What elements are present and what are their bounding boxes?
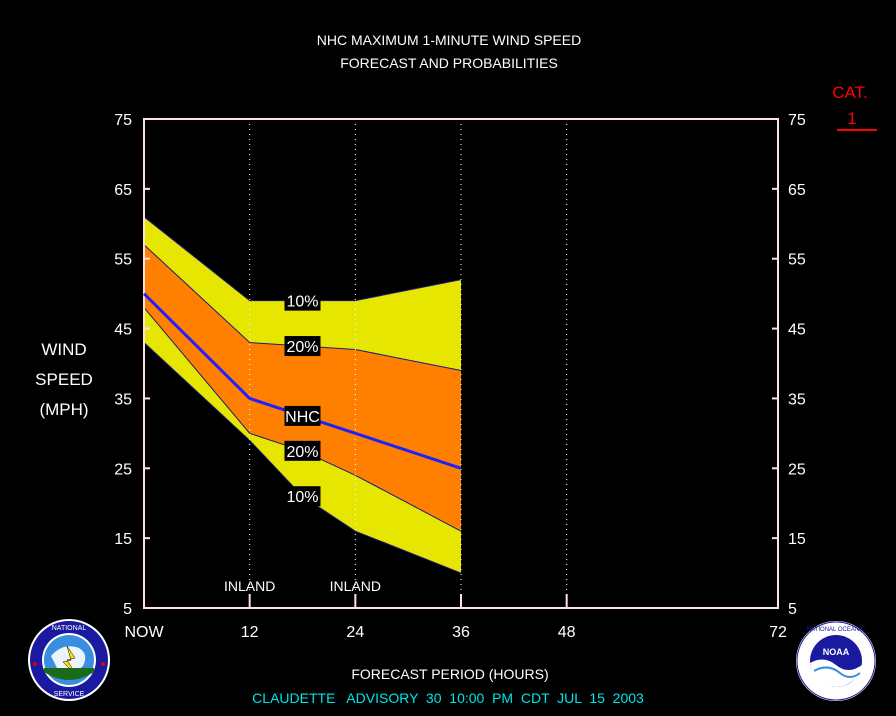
series-label: 20% <box>286 444 318 461</box>
series-label: 10% <box>286 294 318 311</box>
series-label: 20% <box>286 339 318 356</box>
y-tick-label-left: 55 <box>114 252 132 269</box>
y-tick-label-left: 65 <box>114 182 132 199</box>
y-tick-label-right: 15 <box>788 531 806 548</box>
series-label-box <box>284 440 321 461</box>
category-value: 1 <box>847 109 856 128</box>
series-label-box <box>284 405 321 426</box>
series-label: 10% <box>286 489 318 506</box>
y-tick-label-right: 5 <box>788 601 797 618</box>
inland-annotation: INLAND <box>330 578 381 594</box>
svg-text:NATIONAL: NATIONAL <box>52 625 87 632</box>
noaa-logo-icon: NOAA NATIONAL OCEANIC <box>796 621 876 701</box>
inner-probability-band <box>144 244 461 532</box>
plot-frame <box>143 118 779 609</box>
probability-bands <box>143 216 462 574</box>
nws-logo-icon: NATIONAL SERVICE <box>28 619 110 701</box>
series-label-box <box>284 486 321 507</box>
y-tick-label-left: 45 <box>114 322 132 339</box>
y-tick-label-right: 35 <box>788 391 806 408</box>
x-tick-label: 48 <box>558 624 576 641</box>
y-tick-label-left: 15 <box>114 531 132 548</box>
svg-text:NATIONAL OCEANIC: NATIONAL OCEANIC <box>807 627 866 633</box>
y-tick-label-right: 55 <box>788 252 806 269</box>
svg-text:SERVICE: SERVICE <box>54 691 85 698</box>
chart-title-line2: FORECAST AND PROBABILITIES <box>340 55 558 71</box>
x-axis-label: FORECAST PERIOD (HOURS) <box>351 666 548 682</box>
advisory-footer: CLAUDETTE ADVISORY 30 10:00 PM CDT JUL 1… <box>252 690 644 706</box>
y-axis-label-line1: WIND <box>41 340 86 359</box>
x-tick-label: 72 <box>769 624 787 641</box>
y-tick-label-right: 65 <box>788 182 806 199</box>
x-tick-label: 24 <box>346 624 364 641</box>
y-axis-label-line2: SPEED <box>35 370 93 389</box>
inland-annotation: INLAND <box>224 578 275 594</box>
y-tick-label-right: 45 <box>788 322 806 339</box>
y-tick-label-left: 35 <box>114 391 132 408</box>
x-tick-label: 12 <box>241 624 259 641</box>
chart-title-line1: NHC MAXIMUM 1-MINUTE WIND SPEED <box>317 32 581 48</box>
y-tick-label-right: 25 <box>788 461 806 478</box>
series-label: NHC <box>285 409 320 426</box>
y-tick-label-left: 25 <box>114 461 132 478</box>
category-label: CAT. <box>832 83 868 102</box>
y-tick-label-left: 75 <box>114 112 132 129</box>
y-axis-label-line3: (MPH) <box>39 400 88 419</box>
x-tick-label: 36 <box>452 624 470 641</box>
y-tick-label-right: 75 <box>788 112 806 129</box>
x-tick-label: NOW <box>124 624 164 641</box>
series-label-box <box>284 336 321 357</box>
y-tick-label-left: 5 <box>123 601 132 618</box>
series-label-box <box>284 290 321 311</box>
svg-text:NOAA: NOAA <box>823 647 850 657</box>
